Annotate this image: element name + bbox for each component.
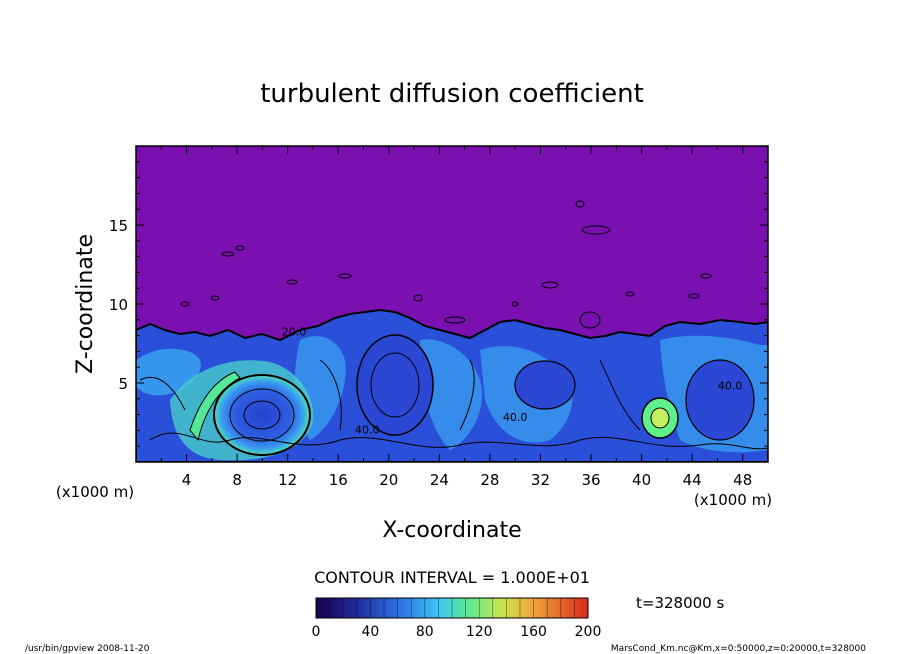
y-tick-label: 5: [118, 375, 128, 393]
x-tick-label: 12: [278, 471, 297, 489]
x-tick-label: 32: [531, 471, 550, 489]
x-tick-label: 4: [182, 471, 192, 489]
x-tick-label: 24: [430, 471, 449, 489]
contour-interval: CONTOUR INTERVAL = 1.000E+01: [314, 568, 590, 587]
y-tick-label: 10: [109, 296, 128, 314]
contour-label: 40.0: [355, 424, 380, 437]
x-unit-left: (x1000 m): [56, 483, 134, 501]
high-value-region: [189, 371, 241, 442]
x-tick-label: 36: [581, 471, 600, 489]
vortex-core: [213, 374, 311, 456]
vortex-core: [514, 360, 576, 410]
x-tick-label: 44: [683, 471, 702, 489]
contour-label: 40.0: [718, 379, 743, 392]
contour-labels: 20.0 40.0 40.0 40.0: [282, 326, 743, 437]
chart-title: turbulent diffusion coefficient: [260, 79, 644, 109]
footer-right: MarsCond_Km.nc@Km,x=0:50000,z=0:20000,t=…: [611, 644, 866, 654]
colorbar-tick-label: 80: [416, 624, 434, 640]
turbulence-region: [420, 339, 482, 450]
x-axis-label: X-coordinate: [382, 518, 521, 543]
y-tick-label: 15: [109, 217, 128, 235]
footer-left: /usr/bin/gpview 2008-11-20: [25, 644, 150, 654]
vortex-core: [356, 334, 434, 436]
contour-label: 20.0: [282, 326, 307, 339]
colorbar-tick-label: 160: [520, 624, 547, 640]
contour-label: 40.0: [503, 411, 528, 424]
x-tick-label: 28: [480, 471, 499, 489]
colorbar-stripes: [329, 598, 575, 618]
x-axis: 4 8 12 16 20 24 28 32 36 40 44 48: [135, 146, 769, 489]
colorbar-ticks: 0 40 80 120 160 200: [312, 624, 602, 640]
colorbar-tick-label: 40: [361, 624, 379, 640]
time-label: t=328000 s: [636, 594, 724, 612]
y-axis: 5 10 15: [109, 145, 768, 463]
x-tick-label: 20: [379, 471, 398, 489]
x-unit-right: (x1000 m): [694, 491, 772, 509]
x-tick-label: 48: [733, 471, 752, 489]
upper-contour-fragments: [180, 200, 712, 329]
plot-area: [136, 146, 768, 462]
colorbar-tick-label: 200: [575, 624, 602, 640]
x-tick-label: 16: [329, 471, 348, 489]
x-tick-label: 40: [632, 471, 651, 489]
vortex-core: [685, 359, 755, 441]
x-tick-label: 8: [232, 471, 242, 489]
colorbar-tick-label: 120: [466, 624, 493, 640]
colorbar-tick-label: 0: [312, 624, 321, 640]
y-axis-label: Z-coordinate: [73, 234, 98, 374]
